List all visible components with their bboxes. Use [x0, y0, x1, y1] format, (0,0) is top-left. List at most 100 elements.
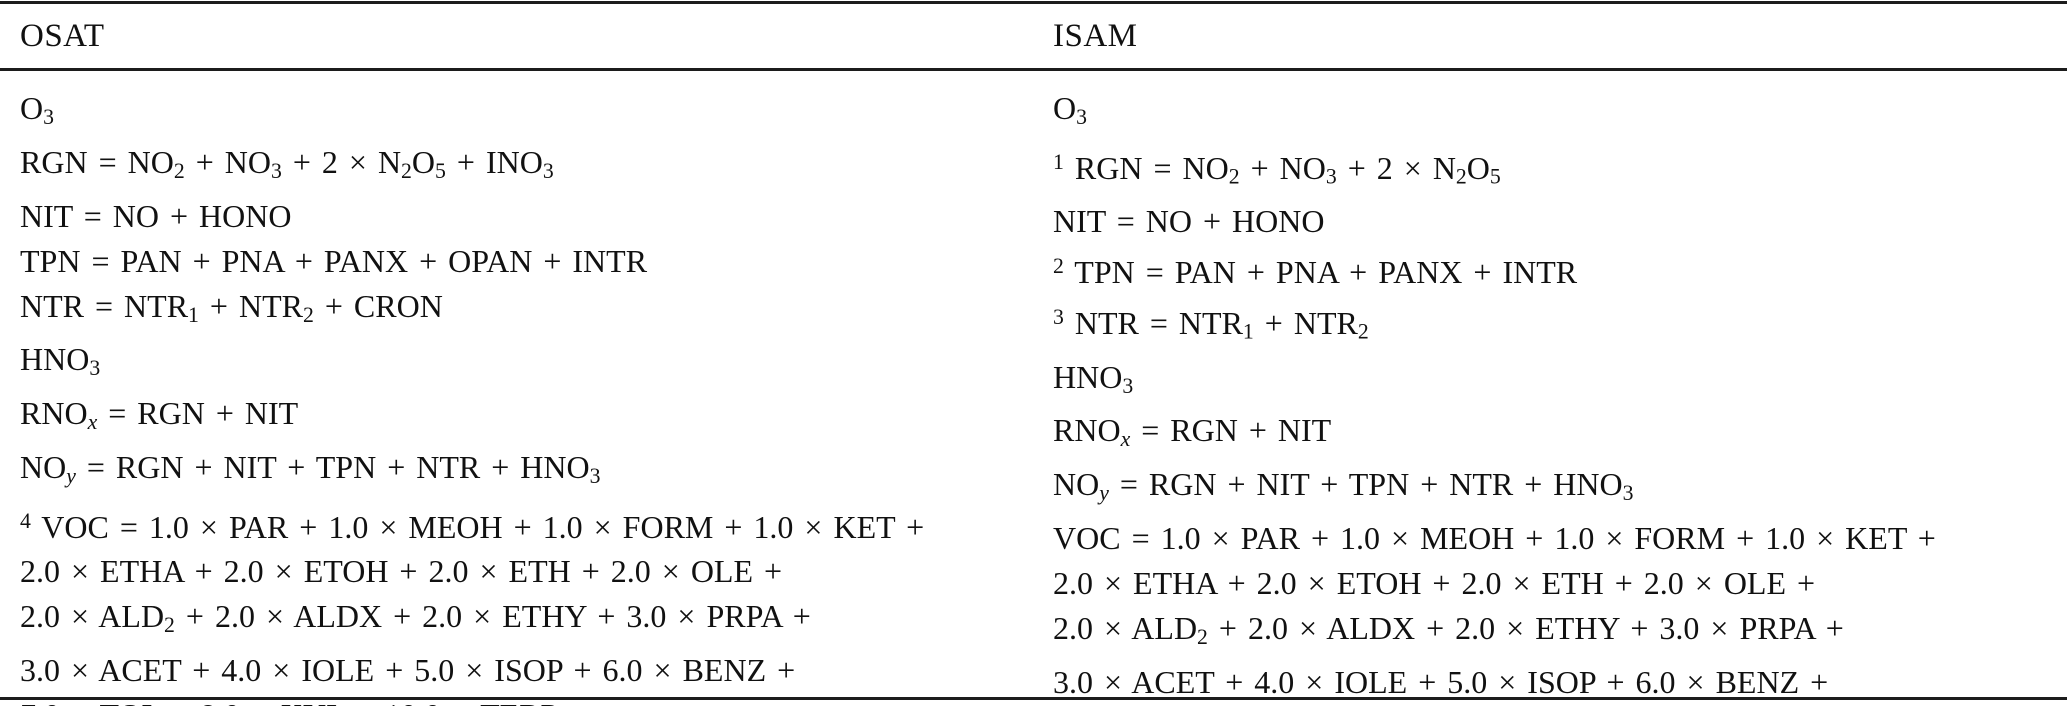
subscript: 3	[1122, 373, 1134, 398]
formula-text: + INO	[445, 143, 543, 180]
definition-line: HNO3	[20, 337, 1033, 391]
subscript: 3	[89, 356, 101, 381]
formula-text: = RGN + NIT + TPN + NTR + HNO	[1108, 466, 1623, 503]
subscript: 3	[1325, 164, 1337, 189]
subscript: 3	[270, 158, 282, 183]
formula-text: + 2 × N	[281, 143, 402, 180]
formula-text: 3.0 × ACET + 4.0 × IOLE + 5.0 × ISOP + 6…	[20, 652, 796, 689]
column-header-osat: OSAT	[20, 17, 105, 54]
formula-text: VOC = 1.0 × PAR + 1.0 × MEOH + 1.0 × FOR…	[1053, 520, 1936, 557]
formula-text: RGN = NO	[1063, 149, 1229, 186]
subscript: x	[1120, 427, 1131, 452]
definition-line: 2 TPN = PAN + PNA + PANX + INTR	[1053, 244, 2067, 295]
osat-definitions-cell: O3 RGN = NO2 + NO3 + 2 × N2O5 + INO3 NIT =…	[0, 86, 1033, 706]
formula-text: + NO	[184, 143, 271, 180]
formula-text: 7.0 × TOL + 8.0 × XYL + 10.0 × TERP	[20, 697, 558, 706]
formula-text: NIT = NO + HONO	[20, 197, 292, 234]
definition-line: NOy = RGN + NIT + TPN + NTR + HNO3	[20, 445, 1033, 499]
header-separator-rule	[0, 68, 2067, 71]
column-header-isam: ISAM	[1053, 17, 1138, 54]
definition-line: 2.0 × ALD2 + 2.0 × ALDX + 2.0 × ETHY + 3…	[20, 594, 1033, 648]
isam-definitions-cell: O3 1 RGN = NO2 + NO3 + 2 × N2O5 NIT = NO +…	[1033, 86, 2067, 706]
subscript: 3	[1622, 481, 1634, 506]
subscript: y	[66, 463, 76, 488]
formula-text: RNO	[1053, 412, 1121, 449]
definition-line: RNOx = RGN + NIT	[1053, 408, 2067, 462]
definition-line: VOC = 1.0 × PAR + 1.0 × MEOH + 1.0 × FOR…	[1053, 516, 2067, 561]
formula-text: RGN = NO	[20, 143, 174, 180]
subscript: 2	[1455, 164, 1467, 189]
subscript: 1	[1242, 319, 1254, 344]
formula-text: O	[20, 90, 44, 126]
formula-text: O	[1466, 149, 1490, 186]
definition-line: 2.0 × ETHA + 2.0 × ETOH + 2.0 × ETH + 2.…	[20, 549, 1033, 594]
formula-text: HNO	[1053, 358, 1123, 395]
table-header-row: OSAT ISAM	[0, 4, 2067, 68]
formula-text: = RGN + NIT	[1130, 412, 1332, 449]
subscript: 3	[542, 158, 554, 183]
formula-text: NTR = NTR	[1063, 304, 1243, 341]
formula-text: 2.0 × ETHA + 2.0 × ETOH + 2.0 × ETH + 2.…	[1053, 565, 1816, 602]
subscript: x	[87, 409, 98, 434]
subscript: 1	[188, 302, 199, 327]
top-rule	[0, 1, 2067, 4]
formula-text: NTR = NTR	[20, 287, 189, 324]
formula-text: VOC = 1.0 × PAR + 1.0 × MEOH + 1.0 × FOR…	[30, 508, 925, 545]
definition-line: HNO3	[1053, 355, 2067, 409]
definition-line: 2.0 × ALD2 + 2.0 × ALDX + 2.0 × ETHY + 3…	[1053, 606, 2067, 660]
subscript: 2	[173, 158, 185, 183]
definition-line: 3.0 × ACET + 4.0 × IOLE + 5.0 × ISOP + 6…	[1053, 660, 2067, 705]
formula-text: 3.0 × ACET + 4.0 × IOLE + 5.0 × ISOP + 6…	[1053, 663, 1829, 700]
subscript: 5	[1489, 164, 1501, 189]
formula-text: TPN = PAN + PNA + PANX + INTR	[1063, 254, 1578, 291]
definition-line: O3	[20, 86, 1033, 140]
subscript: 2	[164, 613, 175, 638]
formula-text: NO	[20, 448, 67, 485]
formula-text: + 2 × N	[1336, 149, 1456, 186]
formula-text: = RGN + NIT	[97, 395, 299, 432]
subscript: 3	[1076, 104, 1087, 129]
definition-line: NTR = NTR1 + NTR2 + CRON	[20, 284, 1033, 338]
subscript: 2	[302, 302, 314, 327]
subscript: 3	[589, 463, 601, 488]
definition-line: TPN = PAN + PNA + PANX + OPAN + INTR	[20, 239, 1033, 284]
formula-text: NO	[1053, 466, 1100, 503]
footnote-superscript: 1	[1053, 149, 1064, 174]
definition-line: 3 NTR = NTR1 + NTR2	[1053, 295, 2067, 355]
subscript: 5	[435, 158, 446, 183]
definition-line: 1 RGN = NO2 + NO3 + 2 × N2O5	[1053, 140, 2067, 200]
formula-text: + NTR	[198, 287, 303, 324]
bottom-rule	[0, 697, 2067, 700]
definition-line: 4 VOC = 1.0 × PAR + 1.0 × MEOH + 1.0 × F…	[20, 499, 1033, 550]
formula-text: TPN = PAN + PNA + PANX + OPAN + INTR	[20, 242, 648, 279]
formula-text: + 2.0 × ALDX + 2.0 × ETHY + 3.0 × PRPA +	[1207, 610, 1844, 647]
subscript: 2	[1197, 624, 1208, 649]
formula-text: 2.0 × ALD	[20, 598, 165, 635]
formula-text: + CRON	[313, 287, 443, 324]
definition-line: NIT = NO + HONO	[20, 194, 1033, 239]
formula-text: 2.0 × ALD	[1053, 610, 1198, 647]
subscript: 3	[43, 104, 54, 129]
definition-line: O3	[1053, 86, 2067, 140]
formula-text: O	[411, 143, 436, 180]
formula-text: + 2.0 × ALDX + 2.0 × ETHY + 3.0 × PRPA +	[174, 598, 811, 635]
formula-text: + NO	[1239, 149, 1326, 186]
definition-line: RGN = NO2 + NO3 + 2 × N2O5 + INO3	[20, 140, 1033, 194]
formula-text: NIT = NO + HONO	[1053, 203, 1325, 240]
table-body-row: O3 RGN = NO2 + NO3 + 2 × N2O5 + INO3 NIT =…	[0, 71, 2067, 706]
definition-line: 2.0 × ETHA + 2.0 × ETOH + 2.0 × ETH + 2.…	[1053, 561, 2067, 606]
footnote-superscript: 3	[1053, 305, 1064, 330]
footnote-superscript: 4	[20, 508, 31, 533]
formula-text: 2.0 × ETHA + 2.0 × ETOH + 2.0 × ETH + 2.…	[20, 553, 783, 590]
subscript: 2	[1357, 319, 1369, 344]
formula-text: + NTR	[1253, 304, 1358, 341]
definition-line: 7.0 × TOL + 8.0 × XYL + 10.0 × TERP	[20, 693, 1033, 706]
subscript: y	[1099, 481, 1109, 506]
formula-text: HNO	[20, 341, 90, 378]
footnote-superscript: 2	[1053, 254, 1064, 279]
subscript: 2	[1228, 164, 1240, 189]
definition-line: RNOx = RGN + NIT	[20, 391, 1033, 445]
formula-text: = RGN + NIT + TPN + NTR + HNO	[75, 448, 590, 485]
formula-text: O	[1053, 90, 1077, 126]
